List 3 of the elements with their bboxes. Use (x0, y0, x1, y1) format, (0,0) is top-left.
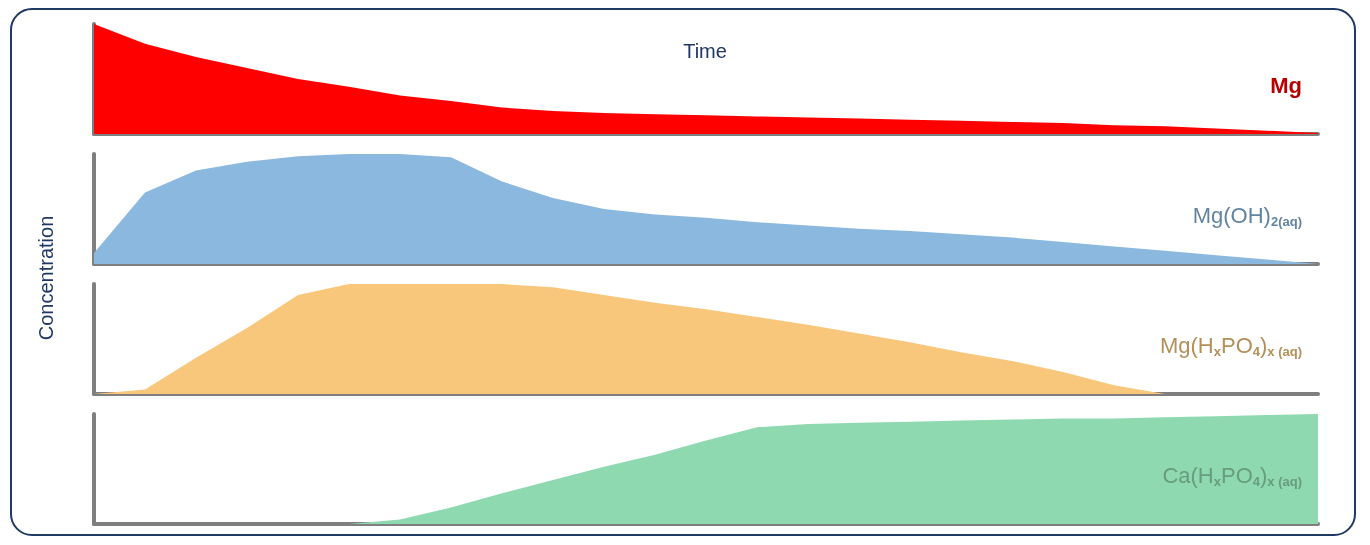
text: Time (683, 40, 727, 62)
series-label: Mg (1270, 72, 1302, 98)
y-axis-title: Concentration (34, 215, 58, 341)
